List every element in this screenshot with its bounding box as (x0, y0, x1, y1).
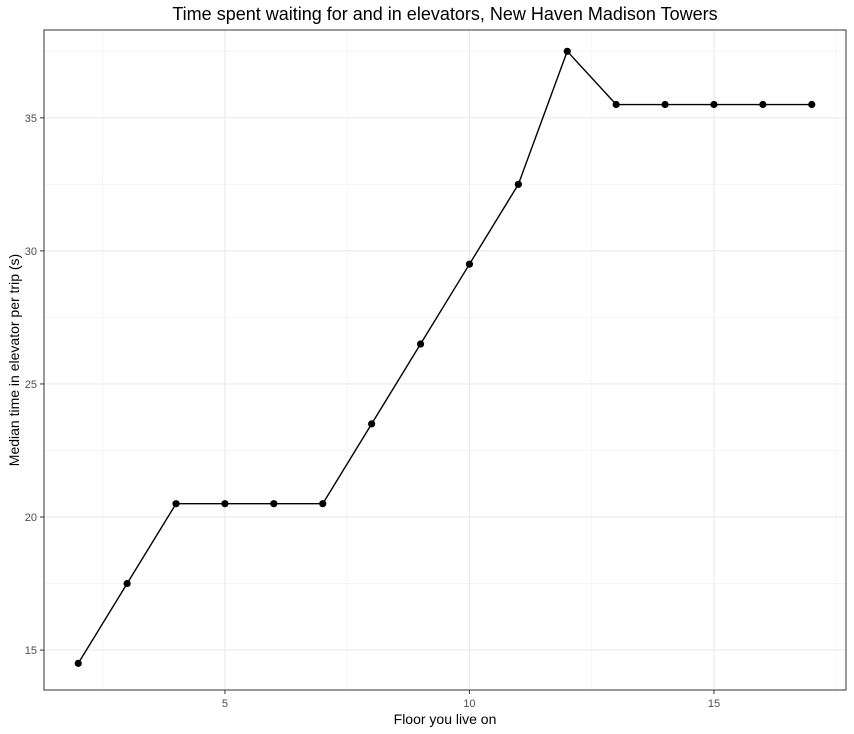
data-point (416, 340, 425, 348)
data-point (808, 100, 816, 109)
x-axis-label: Floor you live on (393, 711, 497, 727)
data-point (123, 579, 131, 588)
data-point (759, 100, 767, 109)
data-point (221, 500, 229, 508)
data-point (514, 180, 522, 188)
data-point (368, 420, 376, 428)
data-point (270, 500, 278, 508)
data-point (172, 500, 180, 508)
data-point (563, 47, 571, 55)
chart-title: Time spent waiting for and in elevators,… (172, 4, 718, 24)
y-tick-label: 35 (25, 113, 37, 125)
data-point (661, 100, 669, 109)
x-tick-label: 5 (222, 698, 228, 710)
y-tick-label: 20 (25, 512, 37, 524)
panel-border (43, 29, 847, 691)
data-point (74, 659, 82, 667)
y-tick-label: 30 (25, 246, 37, 258)
data-point (710, 100, 718, 109)
y-tick-label: 25 (25, 379, 37, 391)
series-line (77, 50, 812, 664)
y-axis-label: Median time in elevator per trip (s) (6, 253, 22, 467)
data-point (319, 500, 327, 508)
x-tick-label: 10 (463, 698, 475, 710)
y-tick-label: 15 (25, 645, 37, 657)
x-tick-label: 15 (708, 698, 720, 710)
data-point (612, 100, 620, 109)
data-point (465, 260, 474, 268)
